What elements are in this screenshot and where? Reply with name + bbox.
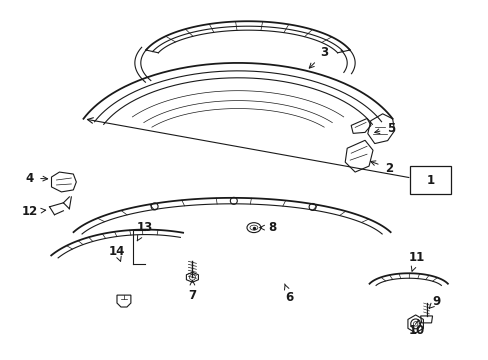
Text: 1: 1: [426, 174, 434, 186]
Text: 7: 7: [188, 280, 196, 302]
Text: 13: 13: [136, 221, 153, 241]
Text: 4: 4: [25, 171, 47, 185]
Text: 12: 12: [21, 205, 45, 218]
Text: 9: 9: [428, 294, 440, 308]
Text: 3: 3: [308, 46, 328, 68]
Text: 10: 10: [407, 320, 424, 337]
Text: 14: 14: [109, 245, 125, 261]
Text: 6: 6: [284, 284, 293, 303]
Text: 2: 2: [370, 161, 392, 175]
Text: 5: 5: [374, 122, 394, 135]
Text: 8: 8: [259, 221, 276, 234]
Text: 11: 11: [407, 251, 424, 271]
